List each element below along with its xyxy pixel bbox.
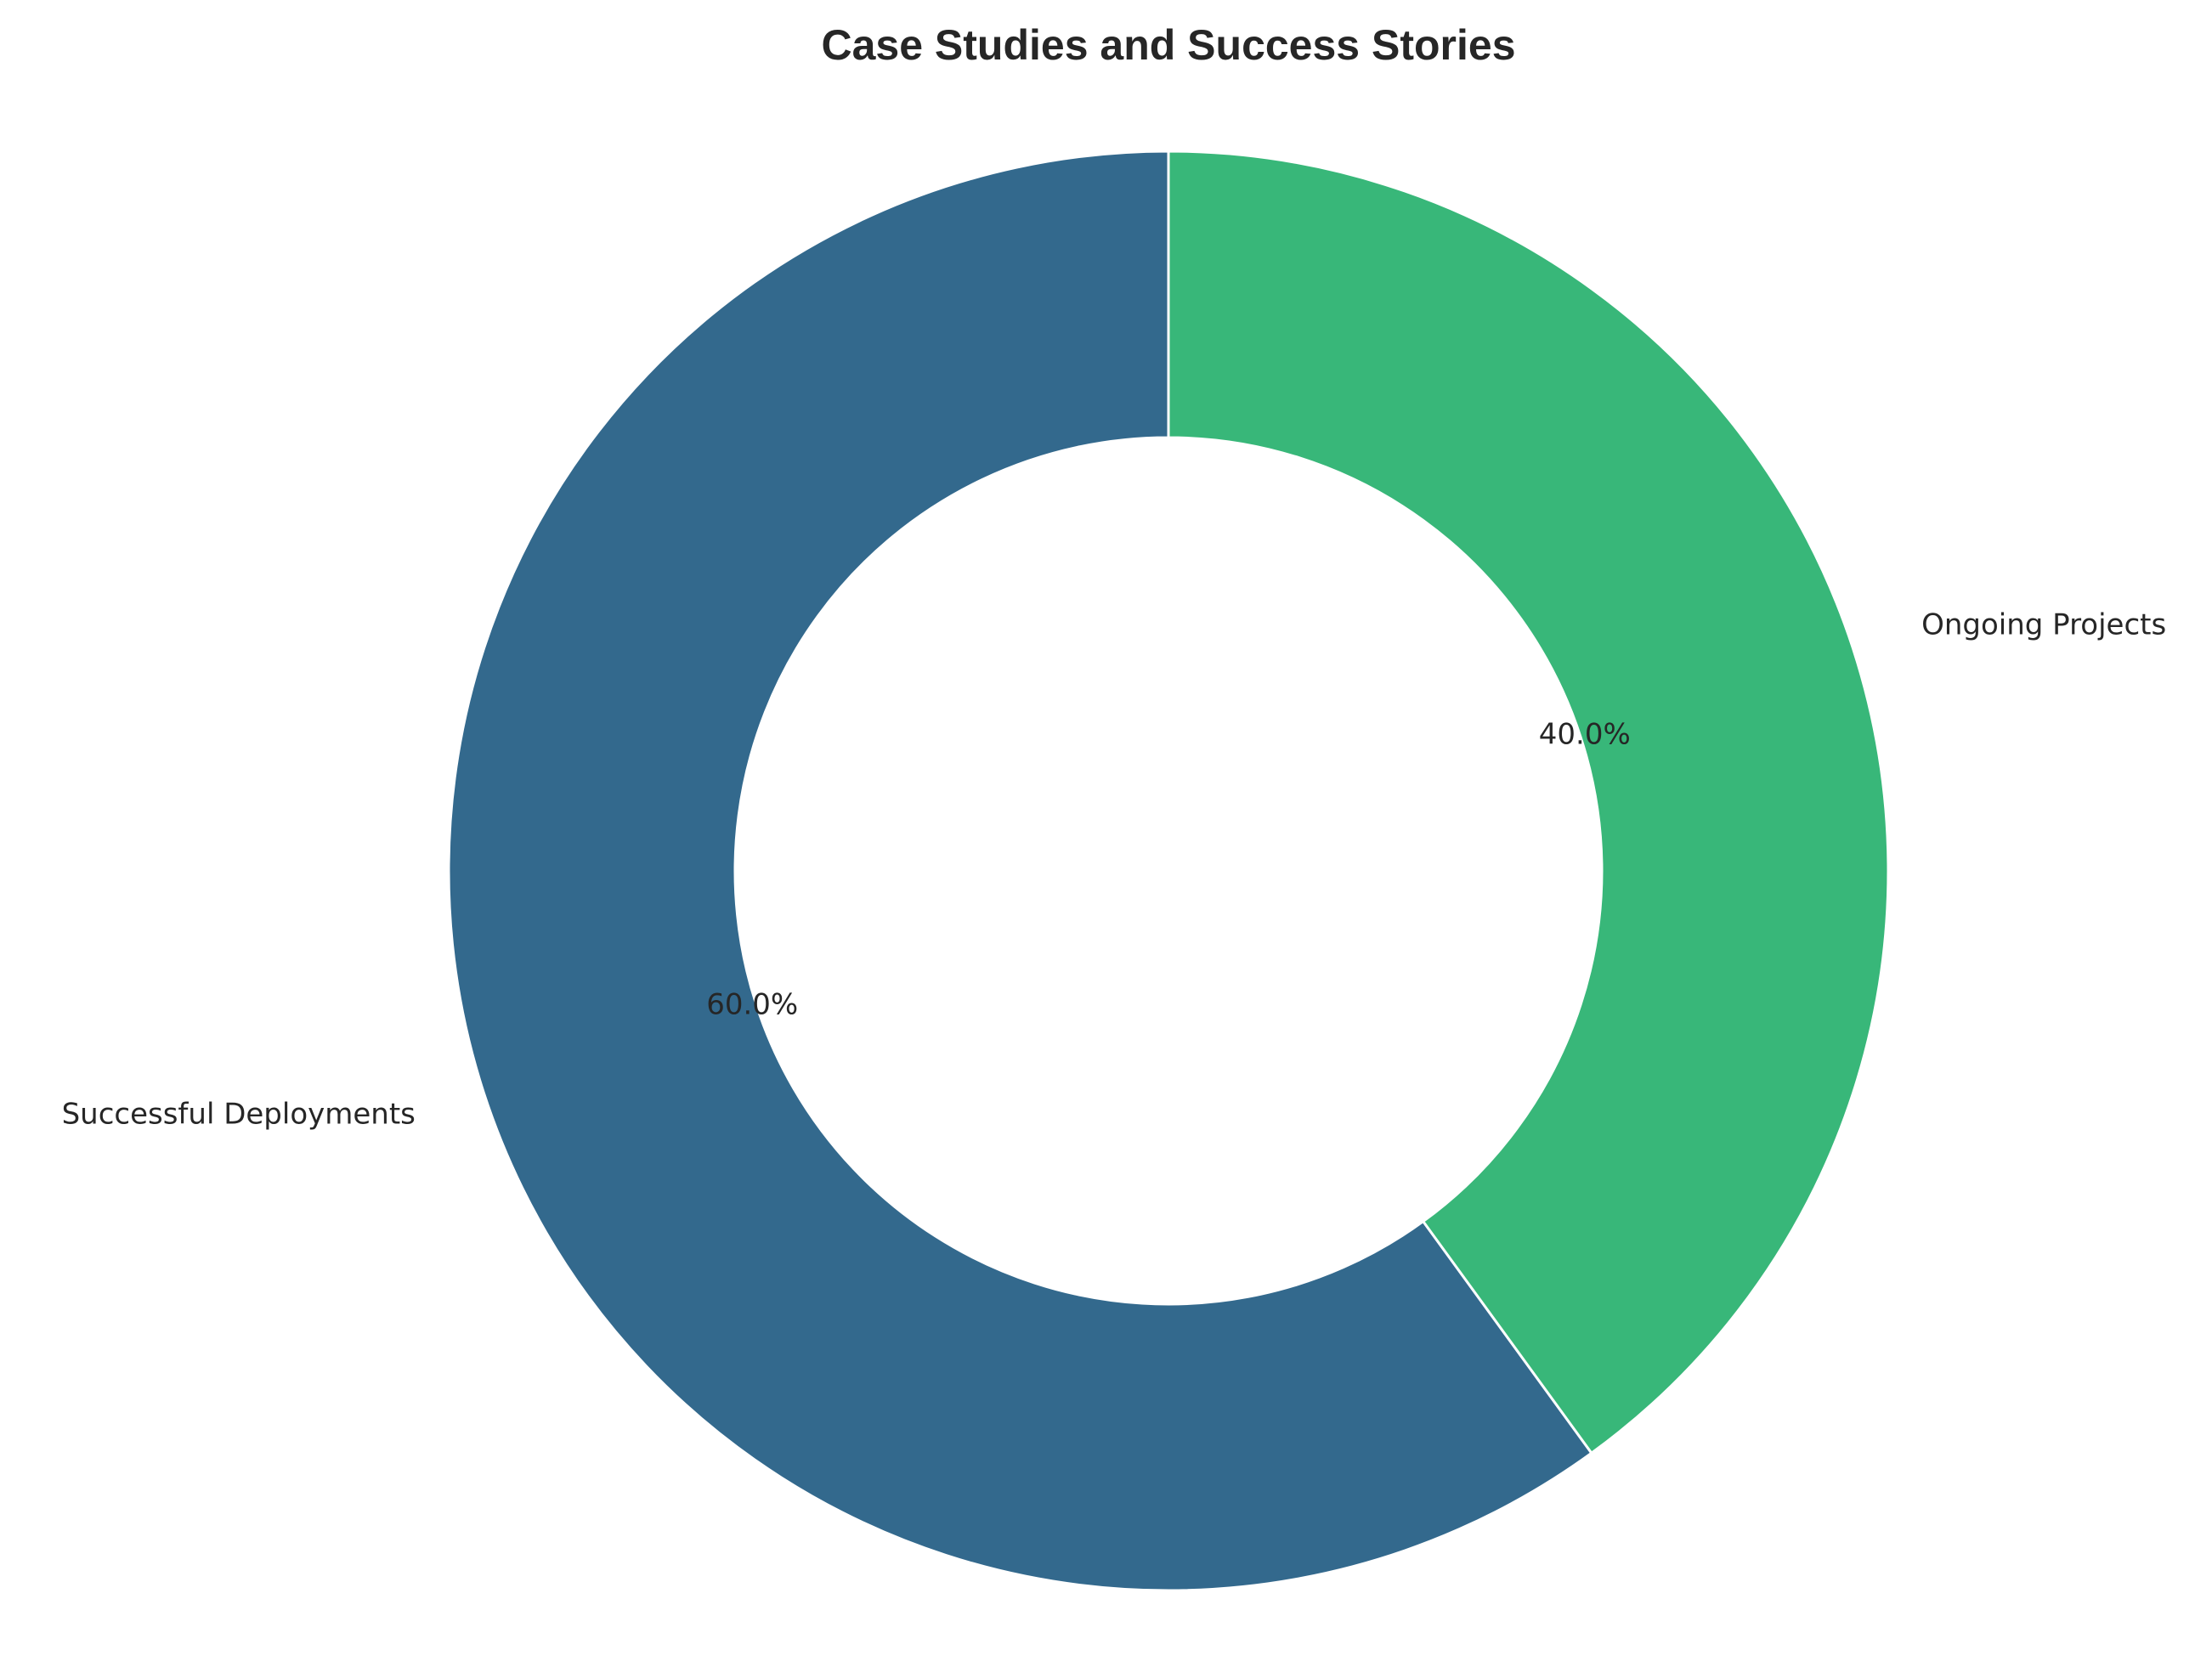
- chart-title: Case Studies and Success Stories: [821, 21, 1515, 69]
- category-label-ongoing-projects: Ongoing Projects: [1921, 608, 2166, 642]
- percent-label-successful-deployments: 60.0%: [706, 988, 798, 1022]
- donut-slices: [447, 150, 1890, 1592]
- category-label-successful-deployments: Successful Deployments: [62, 1097, 416, 1131]
- slice-ongoing-projects: [1167, 150, 1890, 1455]
- donut-labels: Successful Deployments 60.0% Ongoing Proje…: [62, 608, 2167, 1132]
- slice-successful-deployments: [447, 150, 1593, 1592]
- percent-label-ongoing-projects: 40.0%: [1539, 717, 1631, 751]
